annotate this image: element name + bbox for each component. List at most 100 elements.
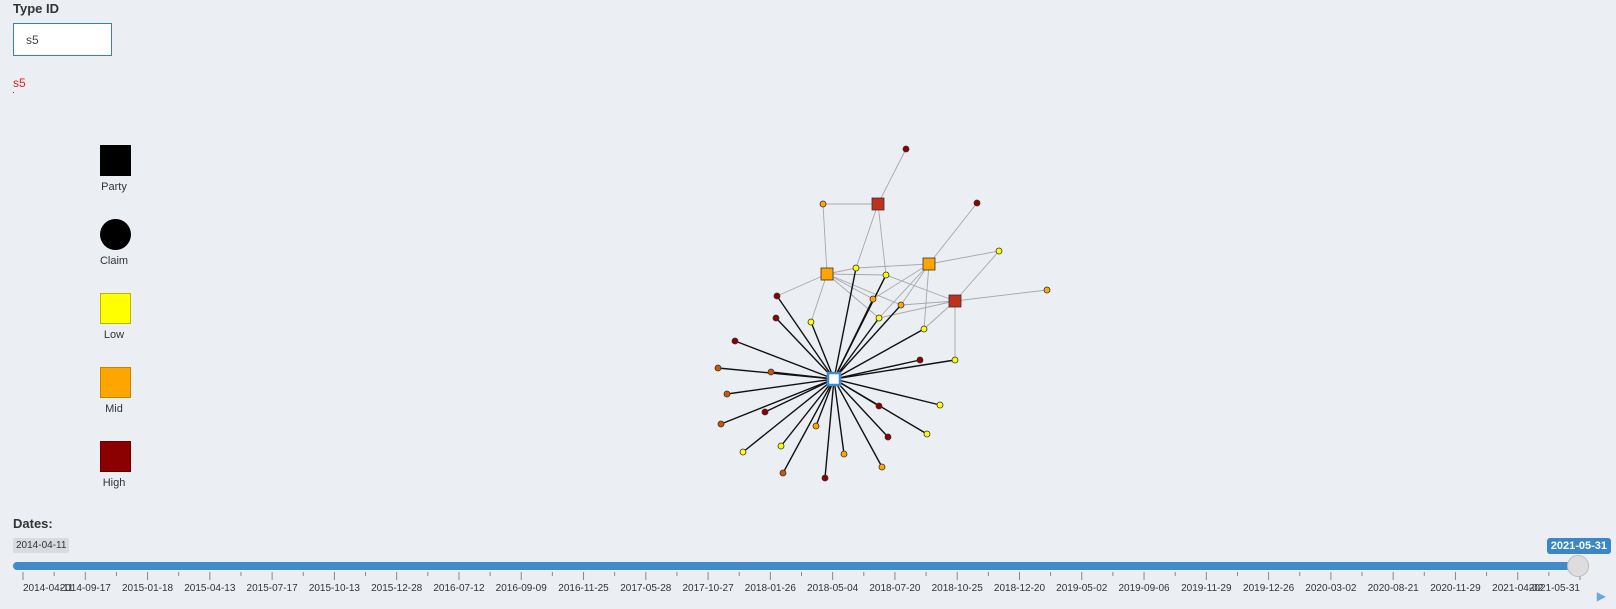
claim-node[interactable] xyxy=(882,271,890,279)
graph-edge-primary xyxy=(833,378,889,438)
claim-node[interactable] xyxy=(739,448,747,456)
party-node[interactable] xyxy=(922,257,936,271)
graph-edge-primary xyxy=(833,267,857,380)
claim-node[interactable] xyxy=(878,463,886,471)
graph-edge xyxy=(776,273,828,297)
graph-edge xyxy=(872,263,930,300)
legend-low: Low xyxy=(98,293,132,341)
claim-node[interactable] xyxy=(1043,286,1051,294)
date-tick-label: 2018-05-04 xyxy=(807,583,859,594)
legend-low-label: Low xyxy=(103,329,125,341)
date-tick-label: 2015-10-13 xyxy=(309,583,361,594)
graph-edge xyxy=(810,273,828,323)
selected-party-node[interactable] xyxy=(826,371,842,387)
claim-node[interactable] xyxy=(884,433,892,441)
date-slider-handle[interactable] xyxy=(1567,555,1589,577)
graph-edge xyxy=(928,202,978,265)
graph-edge-primary xyxy=(764,378,835,413)
legend-low-swatch xyxy=(99,293,131,324)
date-from-badge: 2014-04-11 xyxy=(13,538,70,553)
date-tick-label: 2020-03-02 xyxy=(1305,583,1357,594)
party-node[interactable] xyxy=(948,294,962,308)
graph-edge-primary xyxy=(742,378,835,453)
date-tick-label: 2021-05-31 xyxy=(1529,583,1581,594)
claim-node[interactable] xyxy=(772,314,780,322)
claim-node[interactable] xyxy=(936,401,944,409)
claim-node[interactable] xyxy=(875,402,883,410)
graph-edge-primary xyxy=(833,378,883,468)
play-icon[interactable]: ▶ xyxy=(1596,589,1606,603)
claim-node[interactable] xyxy=(714,364,722,372)
legend-mid-label: Mid xyxy=(105,403,123,415)
party-node[interactable] xyxy=(871,197,885,211)
legend-claim-label: Claim xyxy=(99,255,129,267)
graph-edge-primary xyxy=(726,378,835,395)
date-tick-label: 2021-04-02 xyxy=(1492,583,1544,594)
claim-node[interactable] xyxy=(773,292,781,300)
claim-node[interactable] xyxy=(840,450,848,458)
graph-edge xyxy=(826,273,902,306)
date-tick-label: 2014-04-11 xyxy=(23,583,74,594)
legend-party-label: Party xyxy=(101,181,127,193)
claim-node[interactable] xyxy=(717,420,725,428)
graph-edge-primary xyxy=(810,321,835,380)
party-node[interactable] xyxy=(820,267,834,281)
legend-claim: Claim xyxy=(98,219,132,267)
graph-edge-primary xyxy=(782,378,835,474)
graph-edge xyxy=(877,148,907,205)
graph-edge xyxy=(826,273,874,300)
graph-edge xyxy=(826,273,880,319)
claim-node[interactable] xyxy=(807,318,815,326)
claim-node[interactable] xyxy=(875,314,883,322)
graph-edge-primary xyxy=(776,295,835,380)
claim-node[interactable] xyxy=(916,356,924,364)
claim-node[interactable] xyxy=(761,408,769,416)
claim-node[interactable] xyxy=(920,325,928,333)
claim-node[interactable] xyxy=(821,474,829,482)
claim-node[interactable] xyxy=(812,422,820,430)
date-tick-label: 2017-10-27 xyxy=(683,583,735,594)
claim-node[interactable] xyxy=(951,356,959,364)
claim-node[interactable] xyxy=(923,430,931,438)
graph-edge xyxy=(885,274,956,302)
claim-node[interactable] xyxy=(852,264,860,272)
date-tick-label: 2018-10-25 xyxy=(932,583,984,594)
type-id-input[interactable] xyxy=(13,23,112,56)
claim-node[interactable] xyxy=(897,301,905,309)
claim-node[interactable] xyxy=(767,368,775,376)
graph-edge-primary xyxy=(824,378,835,479)
claim-node[interactable] xyxy=(995,247,1003,255)
graph-edge xyxy=(822,203,828,275)
date-tick-label: 2019-11-29 xyxy=(1181,583,1232,594)
date-tick-label: 2014-09-17 xyxy=(60,583,112,594)
legend-party-swatch xyxy=(99,145,131,176)
graph-edge xyxy=(855,203,879,269)
claim-node[interactable] xyxy=(973,199,981,207)
date-tick-label: 2015-04-13 xyxy=(184,583,236,594)
legend-high-label: High xyxy=(102,477,126,489)
date-tick-label: 2019-05-02 xyxy=(1056,583,1108,594)
graph-edge-primary xyxy=(833,378,941,406)
date-tick-label: 2018-01-26 xyxy=(745,583,797,594)
claim-node[interactable] xyxy=(902,145,910,153)
legend-mid: Mid xyxy=(98,367,132,415)
claim-node[interactable] xyxy=(777,442,785,450)
selected-id-text: s5 xyxy=(13,76,26,90)
claim-node[interactable] xyxy=(819,200,827,208)
graph-edge-primary xyxy=(734,340,835,380)
date-tick-label: 2015-07-17 xyxy=(247,583,299,594)
graph-edge-primary xyxy=(833,328,925,380)
claim-node[interactable] xyxy=(779,469,787,477)
claim-node[interactable] xyxy=(731,337,739,345)
date-tick-label: 2015-12-28 xyxy=(371,583,423,594)
date-tick-label: 2020-11-29 xyxy=(1430,583,1481,594)
claim-node[interactable] xyxy=(723,390,731,398)
claim-node[interactable] xyxy=(869,295,877,303)
date-tick-label: 2016-09-09 xyxy=(496,583,548,594)
graph-edge xyxy=(826,273,887,276)
date-tick-label: 2016-07-12 xyxy=(433,583,485,594)
legend-party: Party xyxy=(98,145,132,193)
graph-edge-primary xyxy=(770,371,835,380)
